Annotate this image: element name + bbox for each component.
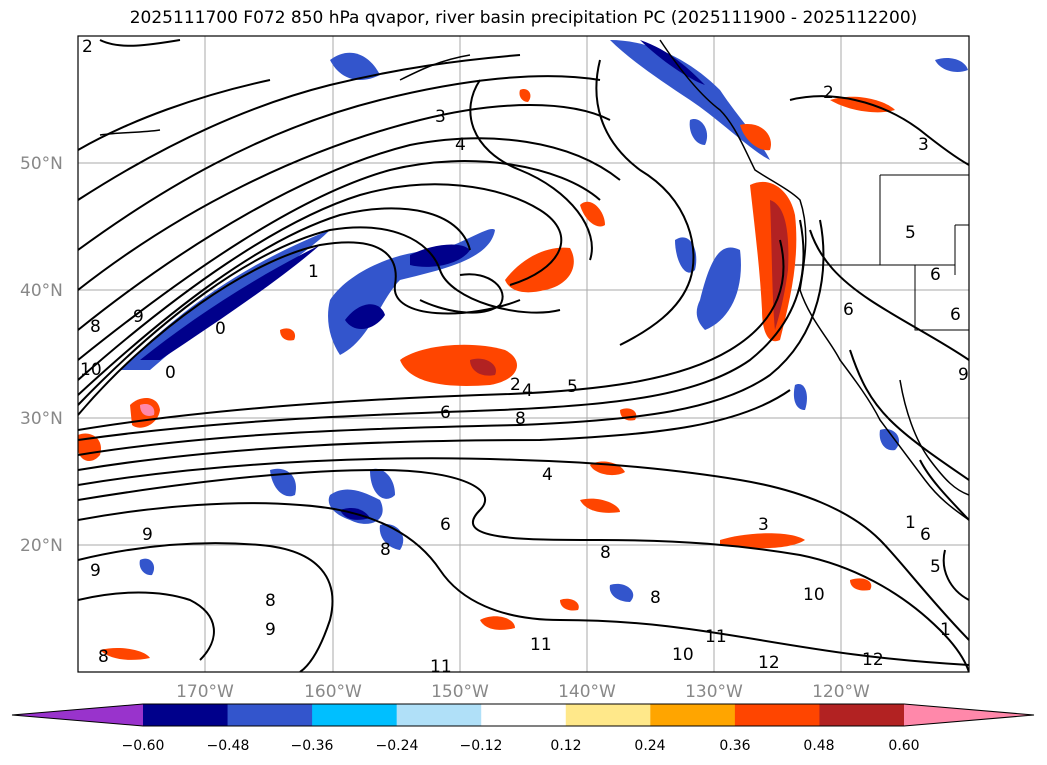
contour-label: 8: [98, 647, 109, 667]
contour-label: 3: [758, 515, 769, 535]
state-borders: [795, 174, 969, 331]
colorbar-tick: −0.36: [291, 738, 334, 754]
contour-label: 2: [510, 375, 521, 395]
contour-label: 10: [803, 585, 825, 605]
contour-label: 11: [705, 627, 727, 647]
colorbar-tick: 0.48: [803, 738, 834, 754]
contour-label: 0: [165, 363, 176, 383]
contour-label: 2: [823, 83, 834, 103]
latitude-labels: 50°N 40°N 30°N 20°N: [20, 154, 63, 556]
contour-label: 1: [940, 620, 951, 640]
longitude-labels: 170°W 160°W 150°W 140°W 130°W 120°W: [176, 682, 870, 702]
map-area: [78, 36, 969, 672]
colorbar-tick: 0.36: [719, 738, 750, 754]
contour-label: 6: [920, 525, 931, 545]
contour-label: 4: [455, 135, 466, 155]
lon-label: 120°W: [812, 682, 870, 702]
colorbar-swatch: [819, 704, 905, 726]
contour-label: 3: [918, 135, 929, 155]
contour-label: 8: [600, 543, 611, 563]
contour-label: 8: [650, 588, 661, 608]
contour-label: 8: [380, 540, 391, 560]
contour-label: 1: [308, 262, 319, 282]
contour-label: 9: [90, 561, 101, 581]
coastlines: [99, 39, 969, 521]
lon-label: 140°W: [558, 682, 616, 702]
colorbar-extend-high: [904, 704, 1034, 726]
contour-label: 12: [862, 650, 884, 670]
colorbar-swatch: [396, 704, 482, 726]
contour-label: 6: [930, 265, 941, 285]
contour-label: 2: [82, 37, 93, 57]
lat-label: 50°N: [20, 154, 63, 174]
lat-label: 20°N: [20, 536, 63, 556]
colorbar-ticks: −0.60 −0.48 −0.36 −0.24 −0.12 0.12 0.24 …: [122, 738, 920, 754]
contour-label: 4: [522, 381, 533, 401]
map-frame: [77, 35, 970, 673]
contour-label: 5: [905, 223, 916, 243]
figure-title: 2025111700 F072 850 hPa qvapor, river ba…: [129, 8, 918, 28]
contour-label: 5: [567, 377, 578, 397]
colorbar-tick: 0.60: [888, 738, 919, 754]
contour-label: 8: [265, 591, 276, 611]
contour-label: 9: [958, 365, 969, 385]
colorbar-tick: −0.48: [207, 738, 250, 754]
lat-label: 30°N: [20, 409, 63, 429]
lon-label: 160°W: [304, 682, 362, 702]
contour-labels: 2 3 4 1 0 8 9 10 0 2 4 5 6 8 4 6 8 3 9 8…: [80, 37, 969, 677]
contour-label: 4: [542, 465, 553, 485]
colorbar-swatch: [143, 704, 229, 726]
contour-label: 5: [930, 557, 941, 577]
colorbar-swatch: [227, 704, 313, 726]
qvapor-contours: [78, 39, 969, 672]
lon-label: 170°W: [176, 682, 234, 702]
contour-label: 6: [440, 515, 451, 535]
contour-label: 8: [515, 409, 526, 429]
lat-label: 40°N: [20, 281, 63, 301]
contour-label: 10: [672, 645, 694, 665]
contour-label: 9: [265, 620, 276, 640]
contour-label: 0: [215, 319, 226, 339]
colorbar-outline: [11, 703, 1035, 727]
colorbar-swatch: [312, 704, 398, 726]
colorbar-swatch: [481, 704, 567, 726]
contour-label: 8: [90, 317, 101, 337]
contour-label: 9: [133, 307, 144, 327]
colorbar-tick: 0.12: [550, 738, 581, 754]
contour-label: 12: [758, 653, 780, 673]
contour-label: 3: [435, 107, 446, 127]
contour-label: 1: [905, 513, 916, 533]
colorbar-swatch: [565, 704, 651, 726]
contour-label: 11: [430, 657, 452, 677]
contour-label: 11: [530, 635, 552, 655]
colorbar-extend-low: [12, 704, 143, 726]
contour-label: 6: [843, 300, 854, 320]
lon-label: 150°W: [431, 682, 489, 702]
colorbar-swatch: [650, 704, 736, 726]
colorbar-tick: −0.24: [376, 738, 419, 754]
contour-label: 6: [950, 305, 961, 325]
colorbar-tick: 0.24: [634, 738, 665, 754]
contour-label: 10: [80, 360, 102, 380]
gridlines: [78, 36, 969, 672]
colorbar-swatch: [734, 704, 820, 726]
colorbar-tick: −0.12: [460, 738, 503, 754]
contour-label: 6: [440, 403, 451, 423]
precip-fill-negative: [120, 40, 968, 602]
colorbar-tick: −0.60: [122, 738, 165, 754]
lon-label: 130°W: [685, 682, 743, 702]
colorbar: [11, 703, 1035, 727]
contour-label: 9: [142, 525, 153, 545]
